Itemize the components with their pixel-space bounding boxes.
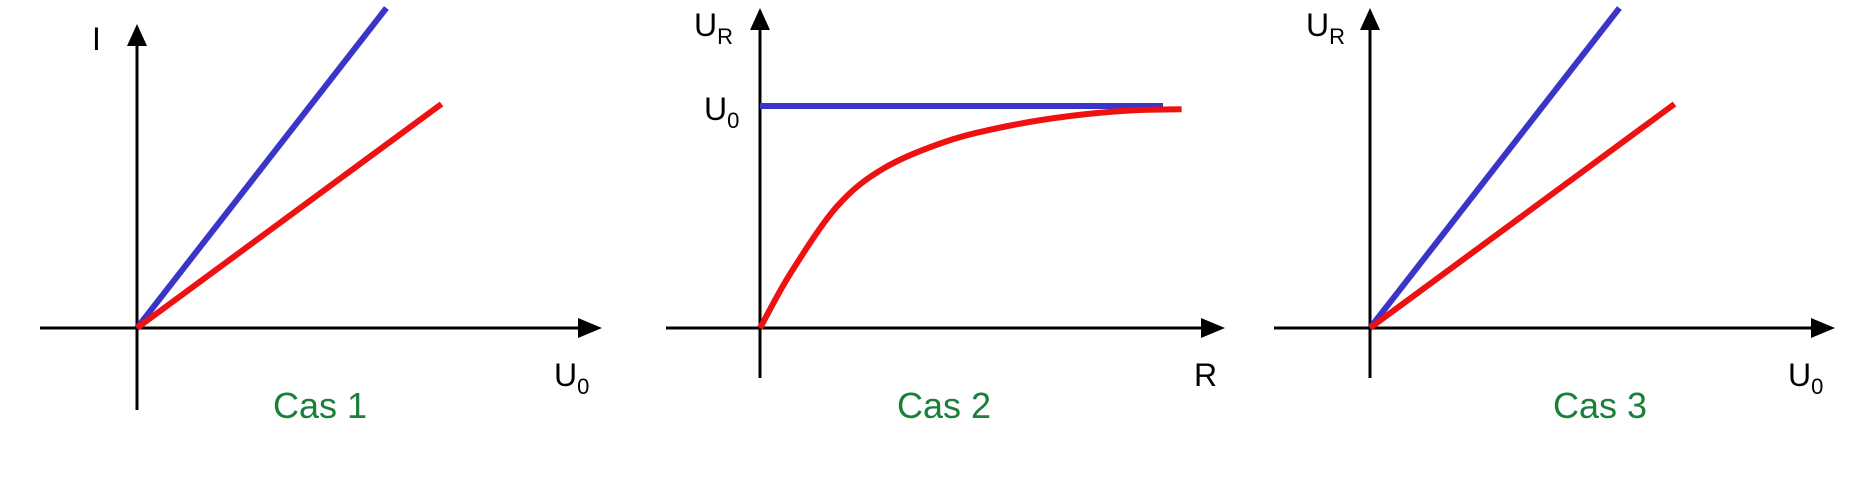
series-red-curve (757, 106, 1182, 330)
series-red-line (1368, 101, 1677, 331)
x-axis-label: U0 (554, 357, 589, 399)
series-blue-line (134, 6, 389, 330)
panel-caption: Cas 1 (273, 385, 367, 426)
y-axis-label: I (92, 21, 101, 57)
panel-cas-2: UR R U0 Cas 2 (666, 7, 1225, 426)
x-axis-arrow (1811, 318, 1835, 338)
y-axis-label: UR (694, 7, 733, 49)
series-red-line (135, 101, 444, 331)
x-axis-label: U0 (1788, 357, 1823, 399)
y-tick-label: U0 (704, 91, 739, 133)
panel-cas-1: I U0 Cas 1 (40, 6, 602, 426)
series-blue-line (1367, 6, 1622, 330)
x-axis-arrow (1201, 318, 1225, 338)
panel-cas-3: UR U0 Cas 3 (1274, 6, 1835, 426)
panel-caption: Cas 3 (1553, 385, 1647, 426)
y-axis-arrow (750, 8, 770, 30)
y-axis-arrow (127, 24, 147, 46)
y-axis-label: UR (1306, 7, 1345, 49)
x-axis-label: R (1194, 357, 1217, 393)
y-axis-arrow (1360, 8, 1380, 30)
panel-caption: Cas 2 (897, 385, 991, 426)
x-axis-arrow (578, 318, 602, 338)
